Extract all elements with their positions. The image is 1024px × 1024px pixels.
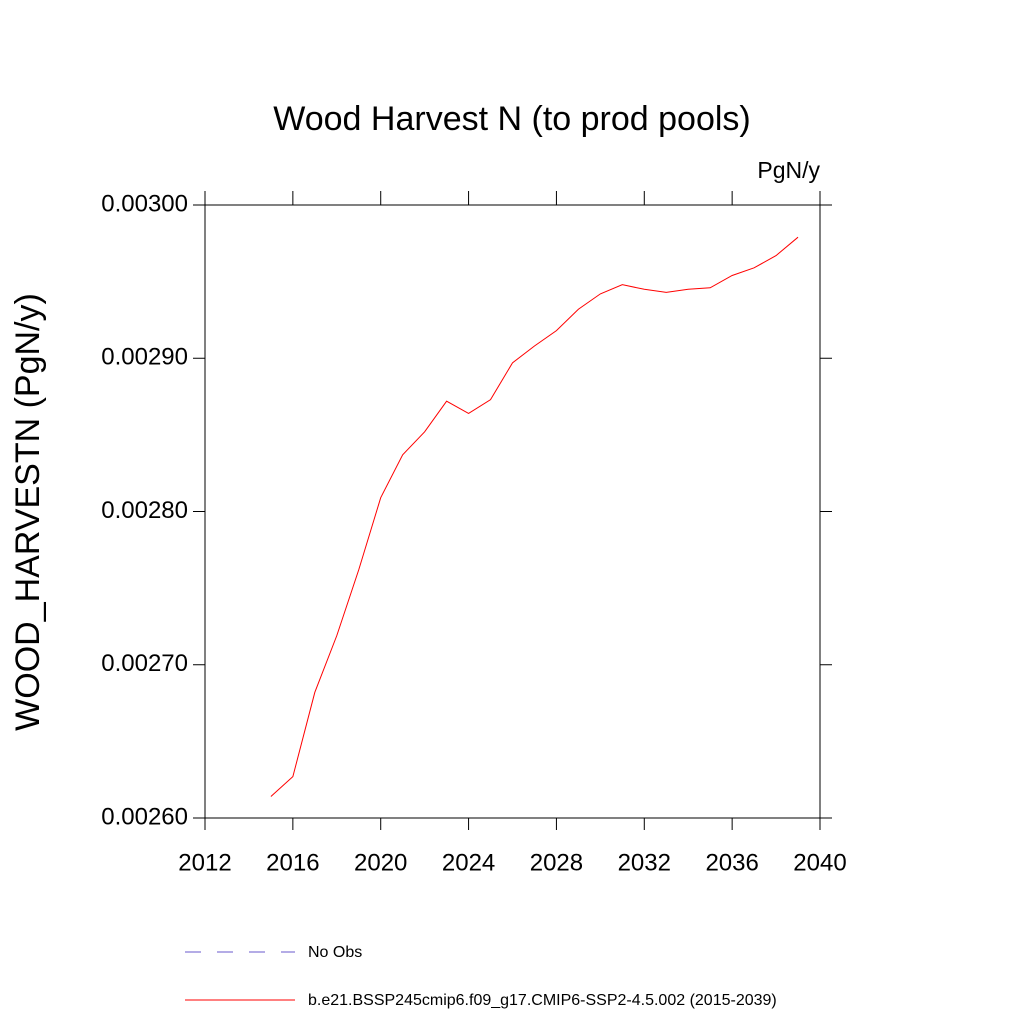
chart-title: Wood Harvest N (to prod pools) xyxy=(273,100,750,138)
data-line xyxy=(270,236,799,797)
x-tick-label: 2020 xyxy=(354,849,407,876)
x-tick-label: 2032 xyxy=(618,849,671,876)
y-tick-label: 0.00300 xyxy=(101,190,188,217)
y-axis-label: WOOD_HARVESTN (PgN/y) xyxy=(9,293,47,731)
y-tick-label: 0.00280 xyxy=(101,497,188,524)
y-tick-label: 0.00270 xyxy=(101,650,188,677)
x-tick-label: 2036 xyxy=(705,849,758,876)
x-tick-label: 2024 xyxy=(442,849,495,876)
legend-label: No Obs xyxy=(308,944,362,961)
x-tick-label: 2040 xyxy=(793,849,846,876)
plot-frame xyxy=(204,204,821,819)
y-tick-label: 0.00260 xyxy=(101,803,188,830)
x-tick-label: 2012 xyxy=(178,849,231,876)
legend-label: b.e21.BSSP245cmip6.f09_g17.CMIP6-SSP2-4.… xyxy=(308,992,777,1009)
units-label: PgN/y xyxy=(757,157,820,183)
x-tick-label: 2016 xyxy=(266,849,319,876)
y-tick-label: 0.00290 xyxy=(101,344,188,371)
x-tick-label: 2028 xyxy=(530,849,583,876)
